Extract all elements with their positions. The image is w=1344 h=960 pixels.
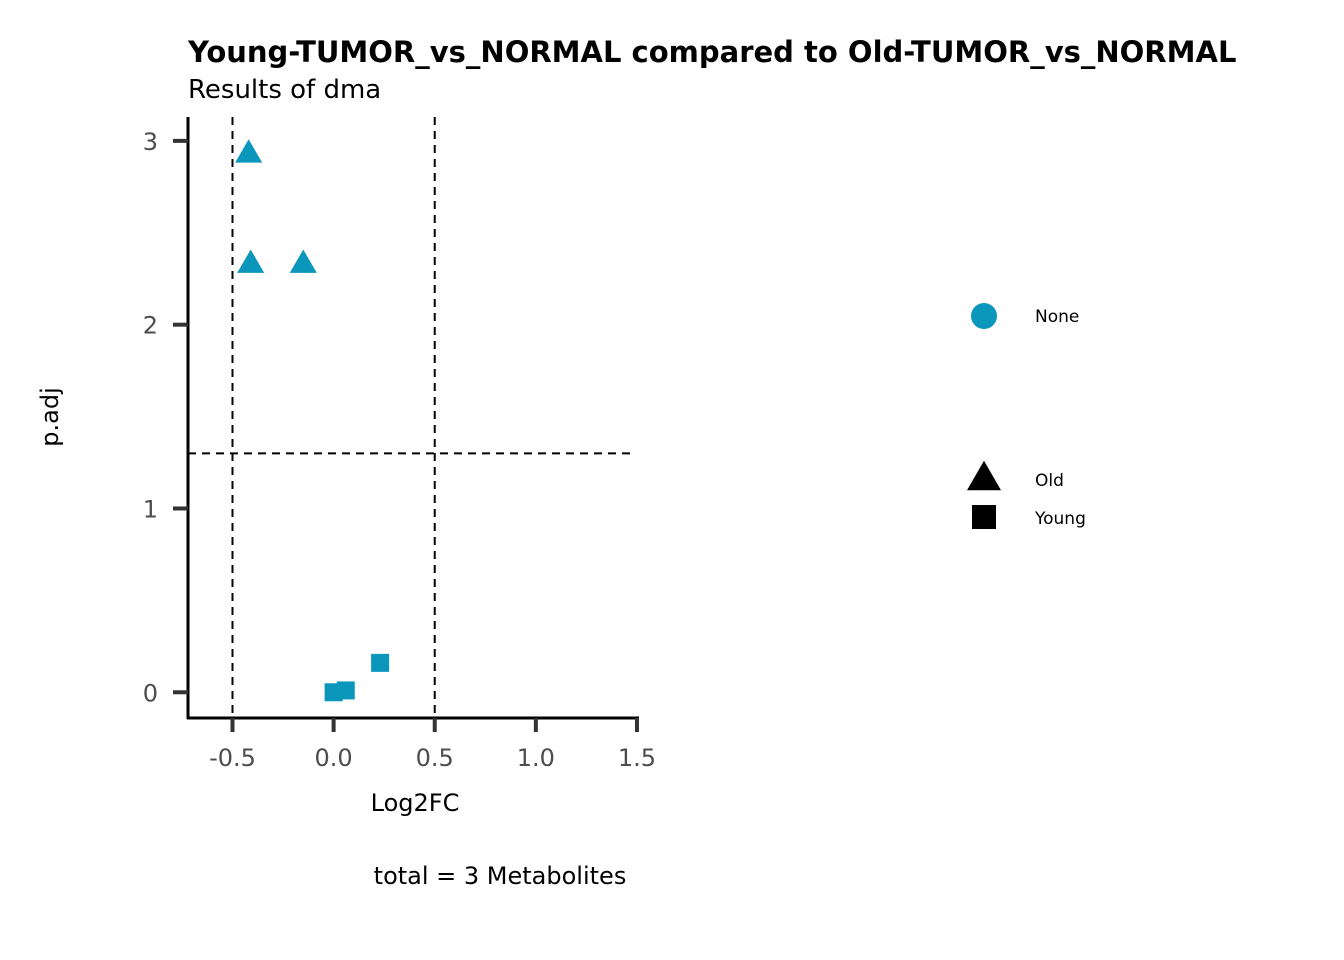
point-old <box>235 139 263 163</box>
legend-label-old: Old <box>1035 471 1064 491</box>
axes: -0.5 0.0 0.5 1.0 1.5 0 1 2 3 <box>143 117 656 772</box>
point-old <box>289 249 317 273</box>
data-points <box>235 139 390 702</box>
chart-title: Young-TUMOR_vs_NORMAL compared to Old-TU… <box>187 35 1236 69</box>
y-tick-label: 3 <box>143 128 158 156</box>
y-tick-label: 1 <box>143 495 158 523</box>
legend-label-young: Young <box>1034 509 1086 529</box>
legend-key-none <box>971 303 997 329</box>
y-tick-label: 0 <box>143 679 158 707</box>
point-young <box>371 653 390 672</box>
x-tick-label: 0.5 <box>416 744 454 772</box>
legend-label-none: None <box>1035 307 1079 327</box>
x-tick-label: 0.0 <box>315 744 353 772</box>
y-tick-label: 2 <box>143 312 158 340</box>
x-tick-label: 1.0 <box>517 744 555 772</box>
legend-key-old <box>967 460 1001 491</box>
x-axis-title: Log2FC <box>371 789 460 817</box>
chart-subtitle: Results of dma <box>188 75 381 105</box>
point-young <box>336 681 355 700</box>
chart-caption: total = 3 Metabolites <box>374 862 627 890</box>
point-old <box>237 249 265 273</box>
legend: None Old Young <box>967 303 1086 529</box>
legend-key-young <box>972 505 996 529</box>
y-axis-title: p.adj <box>36 387 64 446</box>
reference-lines <box>188 117 634 718</box>
x-tick-label: -0.5 <box>209 744 256 772</box>
x-tick-label: 1.5 <box>618 744 656 772</box>
